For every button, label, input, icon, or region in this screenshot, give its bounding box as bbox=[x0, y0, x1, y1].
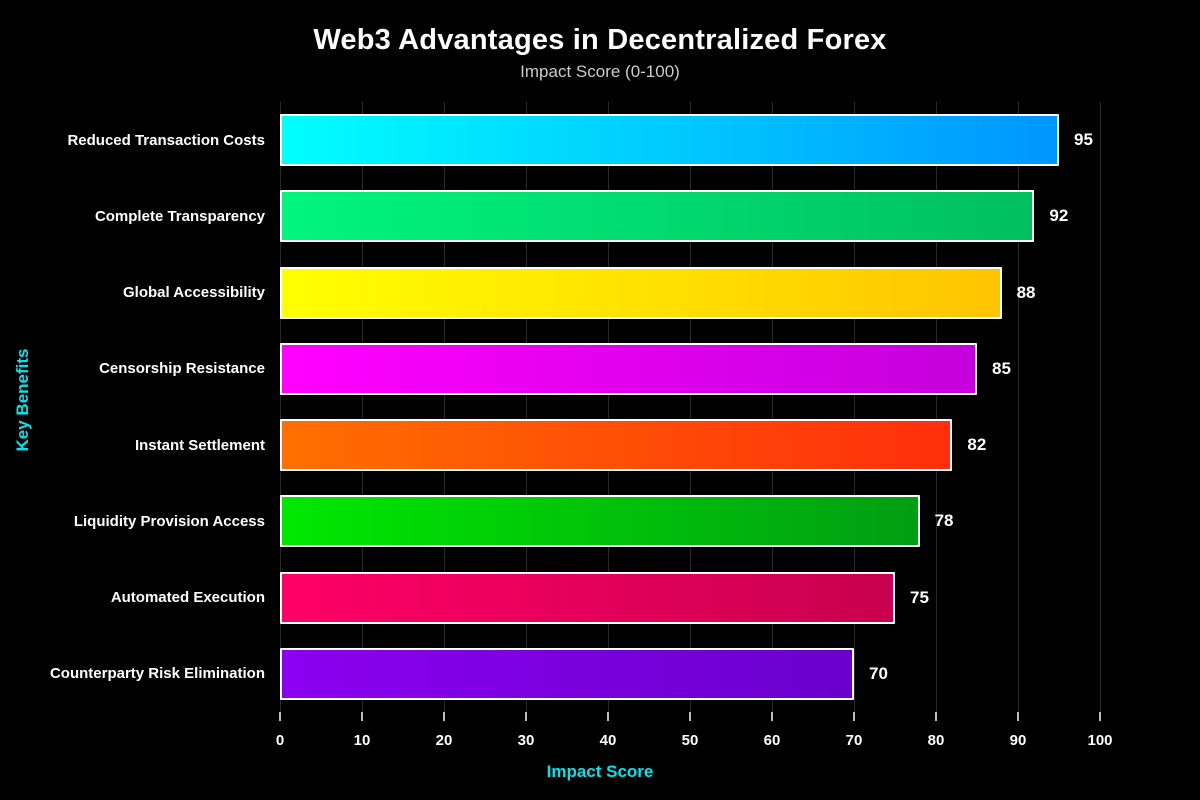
gridline-70 bbox=[853, 102, 855, 712]
gridline-40 bbox=[607, 102, 609, 712]
bar-row: Reduced Transaction Costs 95 bbox=[67, 102, 1140, 178]
x-axis-label: Impact Score bbox=[546, 762, 654, 781]
bar-row: Global Accessibility 88 bbox=[123, 255, 1140, 331]
bar-1 bbox=[280, 190, 1035, 243]
x-tick-mark-80 bbox=[935, 712, 937, 721]
value-label: 95 bbox=[1074, 130, 1093, 150]
value-label: 82 bbox=[967, 435, 987, 455]
bar-row: Counterparty Risk Elimination 70 bbox=[50, 636, 1140, 712]
value-label: 70 bbox=[869, 663, 888, 683]
x-tick-mark-40 bbox=[607, 712, 609, 721]
bar-row: Automated Execution 75 bbox=[111, 560, 1140, 636]
bar-7 bbox=[280, 647, 854, 700]
plot-area: Reduced Transaction Costs 95 Complete Tran… bbox=[50, 102, 1140, 749]
gridline-50 bbox=[689, 102, 691, 712]
chart-subtitle: Impact Score (0-100) bbox=[520, 62, 680, 81]
x-tick-mark-30 bbox=[525, 712, 527, 721]
x-tick-label-50: 50 bbox=[681, 732, 699, 749]
gridline-30 bbox=[525, 102, 527, 712]
x-tick-mark-0 bbox=[279, 712, 281, 721]
bar-row: Liquidity Provision Access 78 bbox=[74, 483, 1140, 559]
x-tick-mark-10 bbox=[361, 712, 363, 721]
category-label: Instant Settlement bbox=[134, 436, 265, 454]
category-label: Censorship Resistance bbox=[99, 360, 265, 378]
value-label: 85 bbox=[992, 358, 1011, 378]
bar-2 bbox=[280, 266, 1002, 319]
bar-row: Censorship Resistance 85 bbox=[99, 331, 1140, 407]
x-tick-label-80: 80 bbox=[927, 732, 945, 749]
value-label: 78 bbox=[934, 511, 954, 531]
category-label: Complete Transparency bbox=[94, 207, 265, 225]
x-tick-mark-60 bbox=[771, 712, 773, 721]
gridline-60 bbox=[771, 102, 773, 712]
bar-6 bbox=[280, 571, 895, 624]
bar-rows: Reduced Transaction Costs 95 Complete Tran… bbox=[50, 102, 1140, 712]
value-label: 88 bbox=[1016, 282, 1036, 302]
gridline-90 bbox=[1017, 102, 1019, 712]
x-tick-label-30: 30 bbox=[517, 732, 535, 749]
bar-0 bbox=[280, 114, 1059, 167]
category-label: Reduced Transaction Costs bbox=[67, 131, 265, 149]
gridline-100 bbox=[1099, 102, 1101, 712]
x-tick-label-90: 90 bbox=[1009, 732, 1027, 749]
x-tick-label-20: 20 bbox=[435, 732, 453, 749]
x-tick-mark-50 bbox=[689, 712, 691, 721]
gridline-80 bbox=[935, 102, 937, 712]
x-tick-label-60: 60 bbox=[763, 732, 781, 749]
x-tick-label-10: 10 bbox=[353, 732, 371, 749]
x-tick-mark-70 bbox=[853, 712, 855, 721]
x-tick-label-70: 70 bbox=[845, 732, 863, 749]
bar-row: Complete Transparency 92 bbox=[95, 178, 1140, 254]
bar-4 bbox=[280, 419, 953, 472]
category-label: Liquidity Provision Access bbox=[73, 512, 265, 530]
category-label: Automated Execution bbox=[110, 589, 265, 607]
chart-title: Web3 Advantages in Decentralized Forex bbox=[313, 24, 887, 56]
x-tick-label-0: 0 bbox=[275, 732, 285, 749]
gridline-20 bbox=[443, 102, 445, 712]
x-tick-label-40: 40 bbox=[599, 732, 617, 749]
x-tick-mark-100 bbox=[1099, 712, 1101, 721]
value-label: 75 bbox=[910, 587, 929, 607]
x-tick-mark-90 bbox=[1017, 712, 1019, 721]
gridline-0 bbox=[279, 102, 281, 712]
bar-3 bbox=[280, 342, 977, 395]
bar-row: Instant Settlement 82 bbox=[135, 407, 1140, 483]
gridline-10 bbox=[361, 102, 363, 712]
value-label: 92 bbox=[1049, 206, 1069, 226]
category-label: Global Accessibility bbox=[123, 284, 265, 302]
category-label: Counterparty Risk Elimination bbox=[49, 665, 265, 683]
x-tick-mark-20 bbox=[443, 712, 445, 721]
y-axis-label: Key Benefits bbox=[13, 348, 32, 452]
x-tick-label-100: 100 bbox=[1087, 732, 1113, 749]
bar-5 bbox=[280, 495, 920, 548]
